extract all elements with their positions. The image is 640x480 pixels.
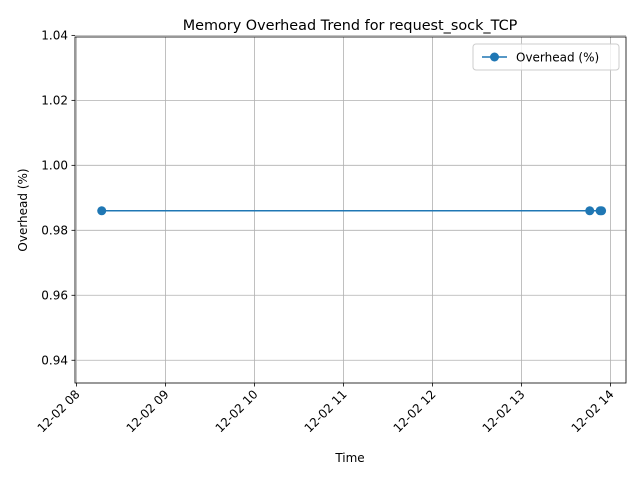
data-point bbox=[97, 206, 107, 216]
y-tick-label: 0.94 bbox=[41, 354, 68, 368]
y-tick-label: 1.00 bbox=[41, 159, 68, 173]
y-axis-ticks: 0.94 0.96 0.98 1.00 1.02 1.04 bbox=[41, 29, 75, 368]
y-tick-label: 0.96 bbox=[41, 289, 68, 303]
legend-box bbox=[472, 43, 620, 71]
data-point bbox=[597, 206, 607, 216]
y-tick-label: 1.04 bbox=[41, 29, 68, 43]
legend-label: Overhead (%) bbox=[516, 51, 599, 65]
y-tick-label: 0.98 bbox=[41, 224, 68, 238]
grid-lines bbox=[75, 34, 626, 383]
x-tick-label: 12-02 11 bbox=[302, 387, 350, 435]
x-axis-ticks: 12-02 08 12-02 09 12-02 10 12-02 11 12-02 12… bbox=[35, 383, 617, 435]
x-tick-label: 12-02 14 bbox=[569, 387, 617, 435]
legend: Overhead (%) bbox=[472, 43, 620, 71]
x-tick-label: 12-02 08 bbox=[35, 387, 83, 435]
x-tick-label: 12-02 12 bbox=[391, 387, 439, 435]
x-tick-label: 12-02 13 bbox=[480, 387, 528, 435]
y-tick-label: 1.02 bbox=[41, 94, 68, 108]
x-tick-label: 12-02 09 bbox=[124, 387, 172, 435]
plot-frame bbox=[74, 36, 627, 384]
x-tick-label: 12-02 10 bbox=[213, 387, 261, 435]
data-point bbox=[585, 206, 595, 216]
series-layer bbox=[97, 206, 607, 216]
y-axis-label: Overhead (%) bbox=[16, 168, 30, 251]
chart-title: Memory Overhead Trend for request_sock_T… bbox=[183, 18, 518, 34]
legend-point-marker bbox=[490, 52, 499, 62]
x-axis-label: Time bbox=[334, 451, 364, 465]
